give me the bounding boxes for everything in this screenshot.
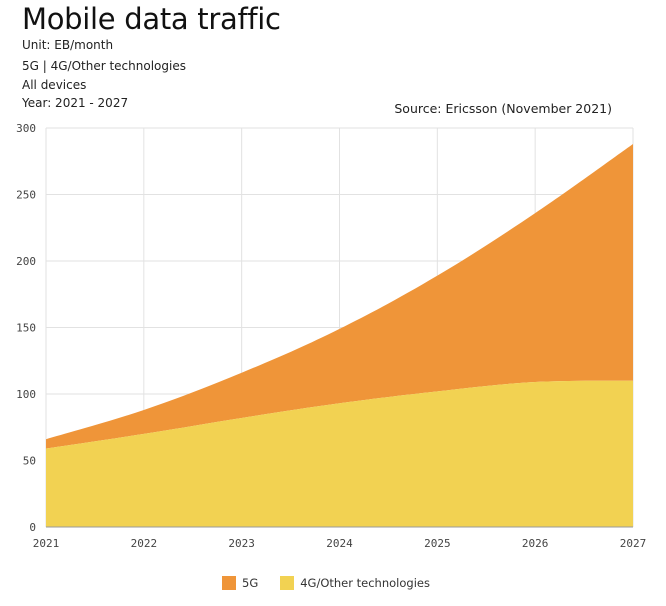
area-4g xyxy=(46,380,633,527)
x-tick-2021: 2021 xyxy=(33,537,60,550)
y-tick-100: 100 xyxy=(16,388,36,401)
x-tick-2024: 2024 xyxy=(326,537,353,550)
y-tick-300: 300 xyxy=(16,122,36,135)
x-tick-2026: 2026 xyxy=(522,537,549,550)
chart-title: Mobile data traffic xyxy=(22,2,281,36)
legend-item-5g[interactable]: 5G xyxy=(222,576,258,590)
y-tick-50: 50 xyxy=(23,455,36,468)
y-tick-0: 0 xyxy=(29,521,36,534)
y-tick-250: 250 xyxy=(16,189,36,202)
x-tick-2027: 2027 xyxy=(620,537,647,550)
legend-label-4g: 4G/Other technologies xyxy=(300,576,430,590)
legend-label-5g: 5G xyxy=(242,576,259,590)
y-tick-150: 150 xyxy=(16,322,36,335)
legend: 5G 4G/Other technologies xyxy=(222,576,452,590)
unit-label: Unit: EB/month xyxy=(22,38,114,52)
axes: 0 50 100 150 200 250 300 2021 2022 2023 2024 2025 20… xyxy=(16,122,646,550)
y-tick-200: 200 xyxy=(16,255,36,268)
x-tick-2025: 2025 xyxy=(424,537,451,550)
series-label: 5G | 4G/Other technologies xyxy=(22,59,186,73)
legend-swatch-5g xyxy=(222,576,236,590)
legend-item-4g[interactable]: 4G/Other technologies xyxy=(280,576,430,590)
areas xyxy=(46,143,633,527)
source-label: Source: Ericsson (November 2021) xyxy=(394,101,612,116)
years-label: Year: 2021 - 2027 xyxy=(22,96,129,110)
devices-label: All devices xyxy=(22,78,87,92)
x-tick-2022: 2022 xyxy=(131,537,158,550)
x-tick-2023: 2023 xyxy=(228,537,255,550)
area-5g xyxy=(46,143,633,449)
legend-swatch-4g xyxy=(280,576,295,590)
